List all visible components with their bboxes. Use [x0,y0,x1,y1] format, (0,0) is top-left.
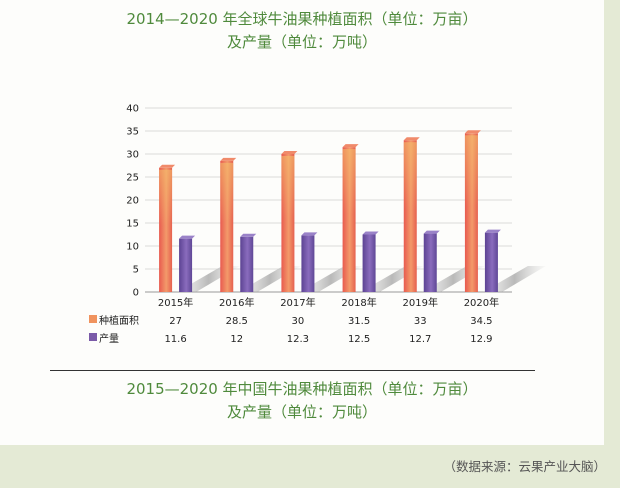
table-value-planting-area: 31.5 [348,316,370,327]
y-tick-label: 5 [133,265,139,276]
bar-top [281,151,298,154]
legend-swatch-planting-area [89,315,97,323]
table-value-planting-area: 34.5 [470,316,492,327]
bar-top [342,144,359,148]
table-value-production: 12.3 [287,334,309,345]
bar-highlight [464,135,478,207]
table-value-production: 12.7 [409,334,431,345]
table-value-planting-area: 28.5 [226,316,248,327]
x-tick-label: 2016年 [219,296,254,309]
table-value-production: 12 [230,334,243,345]
bar-highlight [159,169,173,226]
bar-top [403,137,420,141]
data-table: 27 11.6 28.5 12 30 12.3 31.5 12.5 33 12.7 34.5 12.9… [89,314,493,345]
y-tick-label: 35 [126,127,139,138]
bar-top [423,230,440,234]
y-tick-label: 40 [126,104,139,115]
bar-top [240,233,257,237]
y-tick-label: 15 [126,219,139,230]
chart-title-line4: 及产量（单位：万吨） [226,403,377,421]
bars [159,130,501,292]
bar-production [484,232,498,292]
bar-production [240,236,254,292]
chart-title-line1: 2014—2020 年全球牛油果种植面积（单位：万亩） [126,10,478,28]
table-value-planting-area: 33 [414,316,427,327]
bar-top [301,232,318,236]
table-value-planting-area: 30 [292,316,305,327]
chart-title-line2: 及产量（单位：万吨） [226,33,377,51]
y-axis-ticks: 0 5 10 15 20 25 30 35 40 [126,104,139,299]
table-value-production: 12.9 [470,334,492,345]
table-value-production: 12.5 [348,334,370,345]
bar-top [464,130,481,134]
legend-swatch-production [89,333,97,341]
bar-production [423,233,437,292]
bar-production [362,234,376,292]
gridlines [145,107,512,293]
x-tick-label: 2020年 [464,296,499,309]
bar-highlight [342,149,356,215]
y-tick-label: 20 [126,196,139,207]
bar-highlight [403,142,417,211]
bar-top [220,157,237,161]
table-value-planting-area: 27 [169,316,182,327]
footer-strip [0,445,620,488]
x-axis-labels: 2015年 2016年 2017年 2018年 2019年 2020年 [158,296,499,309]
bar-top [484,229,501,233]
bar-highlight [220,162,234,222]
x-tick-label: 2015年 [158,296,193,309]
y-tick-label: 30 [126,150,139,161]
bar-top [362,231,379,235]
divider-line [50,370,535,371]
bar-shadow [482,266,546,292]
data-source-note: （数据来源：云果产业大脑） [443,459,606,474]
x-tick-label: 2018年 [341,296,376,309]
y-tick-label: 25 [126,173,139,184]
bar-highlight [281,156,295,219]
legend-label-production: 产量 [99,332,119,345]
bar-production [179,238,193,292]
bar-top [179,235,196,239]
legend-label-planting-area: 种植面积 [99,314,139,327]
chart-title-line3: 2015—2020 年中国牛油果种植面积（单位：万亩） [126,380,478,398]
table-value-production: 11.6 [164,334,186,345]
bar-top [159,164,176,168]
y-tick-label: 0 [133,288,139,299]
bar-production [301,235,315,292]
x-tick-label: 2017年 [280,296,315,309]
right-border-strip [604,0,620,445]
y-tick-label: 10 [126,242,139,253]
x-tick-label: 2019年 [403,296,438,309]
